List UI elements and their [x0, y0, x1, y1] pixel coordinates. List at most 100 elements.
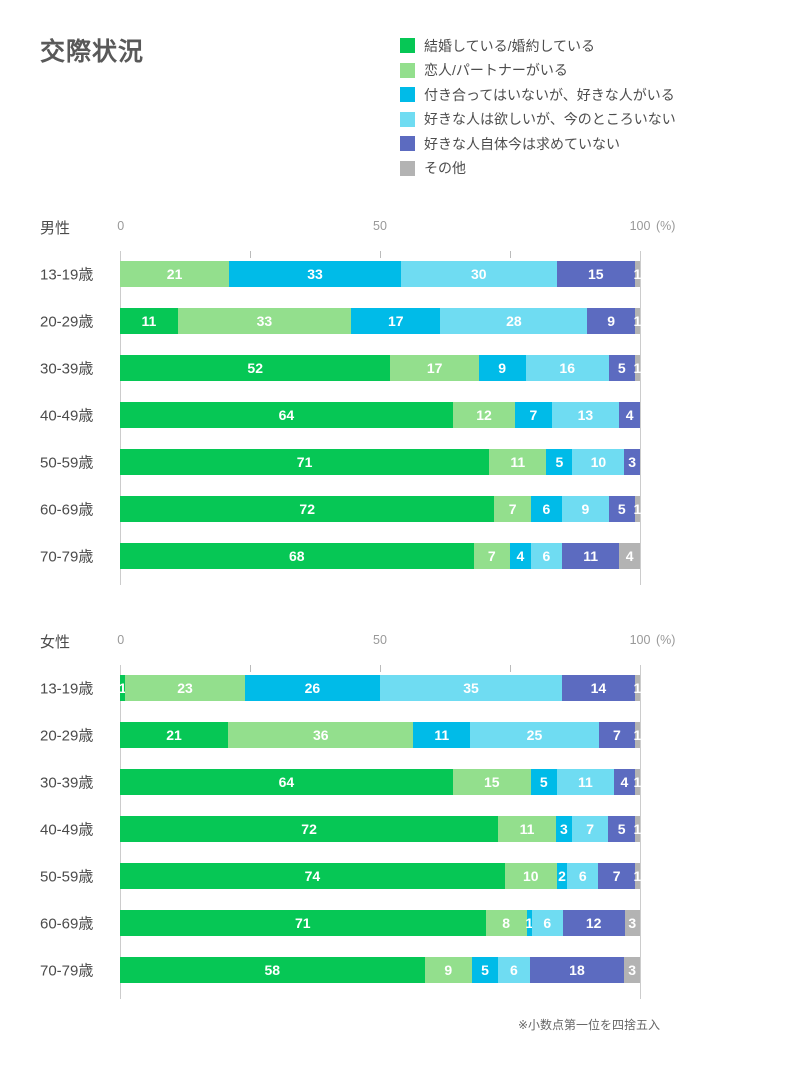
bar-segment-crush: 2	[556, 863, 568, 889]
age-label: 70-79歳	[40, 548, 94, 566]
bar-row: 13-19歳 1 23 26 35 14 1	[40, 675, 641, 701]
bar-value: 7	[586, 821, 594, 837]
legend-item: 結婚している/婚約している	[400, 38, 676, 54]
stacked-bar: 64 15 5 11 4 1	[120, 769, 642, 795]
age-label: 60-69歳	[40, 915, 94, 933]
bar-value: 9	[498, 360, 507, 376]
legend-item: 付き合ってはいないが、好きな人がいる	[400, 86, 676, 103]
axis-tick-25	[250, 665, 251, 672]
axis-label-0: 0	[117, 219, 125, 233]
bar-segment-wants-crush: 16	[525, 355, 609, 381]
bar-value: 26	[304, 680, 321, 696]
bar-segment-crush: 7	[515, 402, 552, 428]
bar-value: 4	[625, 548, 634, 564]
axis-tick-75	[510, 665, 511, 672]
bar-segment-wants-crush: 6	[530, 543, 562, 569]
legend-label: 好きな人自体今は求めていない	[424, 135, 620, 152]
bar-segment-married: 21	[120, 722, 229, 748]
legend-label: 付き合ってはいないが、好きな人がいる	[424, 86, 675, 103]
bar-value: 1	[633, 266, 642, 282]
bar-value: 36	[313, 727, 329, 743]
bar-value: 9	[581, 501, 590, 517]
bar-value: 3	[628, 454, 637, 470]
age-label: 40-49歳	[40, 407, 94, 425]
bar-row: 40-49歳 64 12 7 13 4	[40, 402, 640, 428]
bar-segment-partner: 12	[452, 402, 516, 428]
bar-value: 11	[141, 313, 157, 329]
gridline-100	[640, 665, 641, 999]
stacked-bar: 74 10 2 6 7 1	[120, 863, 641, 889]
legend-label: その他	[424, 160, 466, 176]
legend-label: 恋人/パートナーがいる	[424, 62, 568, 78]
bar-segment-not-seeking: 5	[608, 355, 635, 381]
age-label: 50-59歳	[40, 868, 94, 886]
bar-value: 14	[590, 680, 607, 696]
legend-item: 恋人/パートナーがいる	[400, 62, 676, 78]
bar-segment-other: 3	[624, 910, 641, 936]
bar-segment-married: 71	[120, 449, 490, 475]
bar-value: 18	[569, 962, 585, 978]
bar-value: 7	[612, 727, 621, 743]
stacked-bar: 52 17 9 16 5 1	[120, 355, 641, 381]
bar-segment-other: 1	[634, 722, 641, 748]
group-label-male: 男性	[40, 220, 71, 237]
axis-label-100: 100	[629, 633, 651, 647]
stacked-bar: 11 33 17 28 9 1	[120, 308, 641, 334]
bar-segment-other: 1	[634, 496, 641, 522]
stacked-bar: 68 7 4 6 11 4	[120, 543, 640, 569]
partner-swatch	[400, 62, 415, 78]
bar-value: 71	[294, 915, 311, 931]
stacked-bar: 64 12 7 13 4	[120, 402, 640, 428]
bar-segment-crush: 3	[555, 816, 572, 842]
bar-segment-married: 74	[120, 863, 505, 889]
bar-value: 15	[484, 774, 500, 790]
bar-segment-not-seeking: 5	[608, 816, 635, 842]
bar-segment-other: 1	[633, 816, 642, 842]
bar-value: 5	[617, 821, 626, 837]
bar-segment-other: 1	[633, 261, 642, 287]
bar-segment-wants-crush: 13	[551, 402, 620, 428]
age-label: 40-49歳	[40, 821, 94, 839]
bar-value: 1	[633, 821, 642, 837]
age-label: 13-19歳	[40, 680, 94, 698]
bar-segment-crush: 5	[546, 449, 573, 475]
stacked-bar: 71 8 1 6 12 3	[120, 910, 641, 936]
bar-segment-crush: 4	[510, 543, 531, 569]
chart-section-male: 男性 0 50 100 (%) 13-19歳 21 33 30 15 1 20-29歳 11 3…	[0, 215, 800, 590]
bar-segment-wants-crush: 35	[380, 675, 562, 701]
bar-value: 9	[607, 313, 616, 329]
bar-value: 5	[481, 962, 489, 978]
stacked-bar: 72 11 3 7 5 1	[120, 816, 642, 842]
bar-segment-not-seeking: 15	[556, 261, 635, 287]
bar-value: 1	[525, 915, 534, 931]
bar-row: 50-59歳 74 10 2 6 7 1	[40, 863, 641, 889]
bar-value: 10	[523, 868, 539, 884]
legend: 結婚している/婚約している恋人/パートナーがいる付き合ってはいないが、好きな人が…	[400, 38, 676, 185]
stacked-bar: 1 23 26 35 14 1	[119, 675, 641, 701]
bar-value: 15	[588, 266, 604, 282]
bar-value: 1	[633, 774, 642, 790]
wants-crush-swatch	[400, 111, 415, 127]
bar-segment-crush: 17	[351, 308, 441, 334]
stacked-bar: 71 11 5 10 3	[120, 449, 640, 475]
bar-value: 6	[510, 962, 518, 978]
age-label: 20-29歳	[40, 727, 94, 745]
age-label: 50-59歳	[40, 454, 94, 472]
axis-tick-50	[380, 665, 381, 672]
bar-value: 4	[620, 774, 629, 790]
bar-row: 70-79歳 68 7 4 6 11 4	[40, 543, 640, 569]
bar-value: 35	[463, 680, 479, 696]
chart-section-female: 女性 0 50 100 (%) 13-19歳 1 23 26 35 14 1 20-29歳 21…	[0, 629, 800, 1004]
bar-segment-crush: 33	[229, 261, 401, 287]
bar-value: 3	[628, 962, 637, 978]
legend-item: 好きな人自体今は求めていない	[400, 135, 676, 152]
bar-segment-crush: 9	[478, 355, 526, 381]
stacked-bar: 21 36 11 25 7 1	[120, 722, 641, 748]
bar-value: 5	[539, 774, 548, 790]
bar-value: 23	[177, 680, 193, 696]
footnote: ※小数点第一位を四捨五入	[517, 1018, 660, 1032]
bar-value: 72	[301, 821, 317, 837]
bar-segment-married: 71	[120, 910, 486, 936]
bar-segment-wants-crush: 25	[470, 722, 599, 748]
bar-segment-partner: 33	[177, 308, 352, 334]
